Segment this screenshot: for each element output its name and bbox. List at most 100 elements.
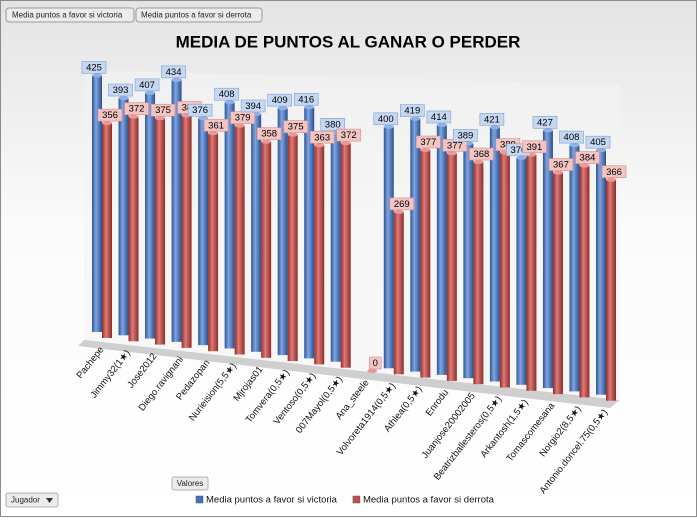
bar [198,118,209,346]
bar-cap [340,141,351,146]
filter-button[interactable] [135,7,263,23]
legend-label: Media puntos a favor si victoria [206,495,338,506]
bar-cap [489,125,500,130]
data-label-box [283,120,308,134]
bar [155,118,166,345]
data-label-box [161,65,186,79]
data-label-box [256,127,282,140]
bar [420,150,431,378]
data-label: 393 [113,85,129,96]
data-label: 377 [420,137,436,148]
data-label: 380 [325,119,341,130]
data-label: 434 [166,67,182,78]
bar-cap [436,122,447,127]
floor [78,340,620,408]
data-label: 379 [235,113,251,124]
chart-title: MEDIA DE PUNTOS AL GANAR O PERDER [176,32,521,51]
data-label-box [416,135,441,149]
filter-button[interactable] [5,7,135,23]
bar-cap [383,124,394,129]
data-label-box [585,135,611,149]
bar-cap [102,121,112,126]
data-label-box [97,108,123,122]
data-label-box [426,110,452,124]
data-label-box [134,78,160,92]
data-label-box [532,116,558,129]
bar-cap [234,123,245,128]
data-label-box [575,151,600,164]
bar [499,152,510,388]
data-label-box [203,118,229,132]
values-button[interactable] [171,476,209,491]
data-label: 372 [129,104,145,115]
bar [330,132,341,362]
bar-cap [569,143,580,148]
data-label: 367 [553,160,569,171]
bar-cap [552,170,563,175]
data-label: 372 [341,130,357,141]
data-label-box [240,99,266,113]
data-label-box [150,103,176,117]
bar [277,108,288,356]
bar [542,130,553,389]
data-label-box [108,83,133,97]
bar-cap [118,96,129,101]
bar-cap [128,114,139,119]
data-label: 356 [102,110,118,121]
data-label: 363 [314,132,330,143]
data-label: 400 [378,114,394,125]
bar [410,118,421,372]
bar [287,134,298,362]
bar [383,126,394,369]
bar [463,143,474,379]
legend-swatch [195,495,204,504]
bar [596,150,606,395]
data-label-box [373,112,399,126]
bar [234,125,245,355]
bar [436,124,447,375]
data-label: 358 [261,129,277,140]
data-label-box [309,130,335,144]
bar-cap [393,209,404,214]
bar-cap [208,131,219,136]
data-label-box [187,103,213,117]
bar [92,75,102,333]
data-label: 421 [484,114,500,125]
field-button[interactable] [5,492,59,508]
bar-cap [420,148,431,153]
data-label-box [522,140,547,154]
bar-cap [277,106,288,111]
data-label: 389 [457,130,473,141]
data-label-box [453,129,478,142]
bar-cap [304,105,315,110]
data-label-box [368,356,382,370]
data-label-box [336,128,362,142]
bar-cap [446,151,457,156]
bar-cap [367,369,378,373]
bar [473,162,484,385]
bar [526,154,537,391]
data-label: 376 [510,145,526,156]
data-label: 366 [606,167,622,178]
data-label: 394 [245,101,261,112]
bar-cap [314,143,325,148]
bar [145,92,156,339]
data-label-box [293,92,319,106]
bar-cap [606,177,616,182]
legend-swatch [352,495,361,504]
field-button-label: Jugador [11,496,40,505]
bar-cap [224,100,235,105]
data-label: 408 [219,89,235,100]
data-label-box [124,102,149,116]
data-label: 377 [447,140,463,151]
data-label-box [267,93,292,107]
data-label: 414 [431,112,447,123]
data-label: 361 [208,120,224,131]
data-label-box [559,130,584,144]
data-label: 375 [288,122,304,133]
bar-cap [473,160,484,165]
bar-cap [92,73,102,78]
bar [516,157,527,385]
bar [118,98,129,336]
